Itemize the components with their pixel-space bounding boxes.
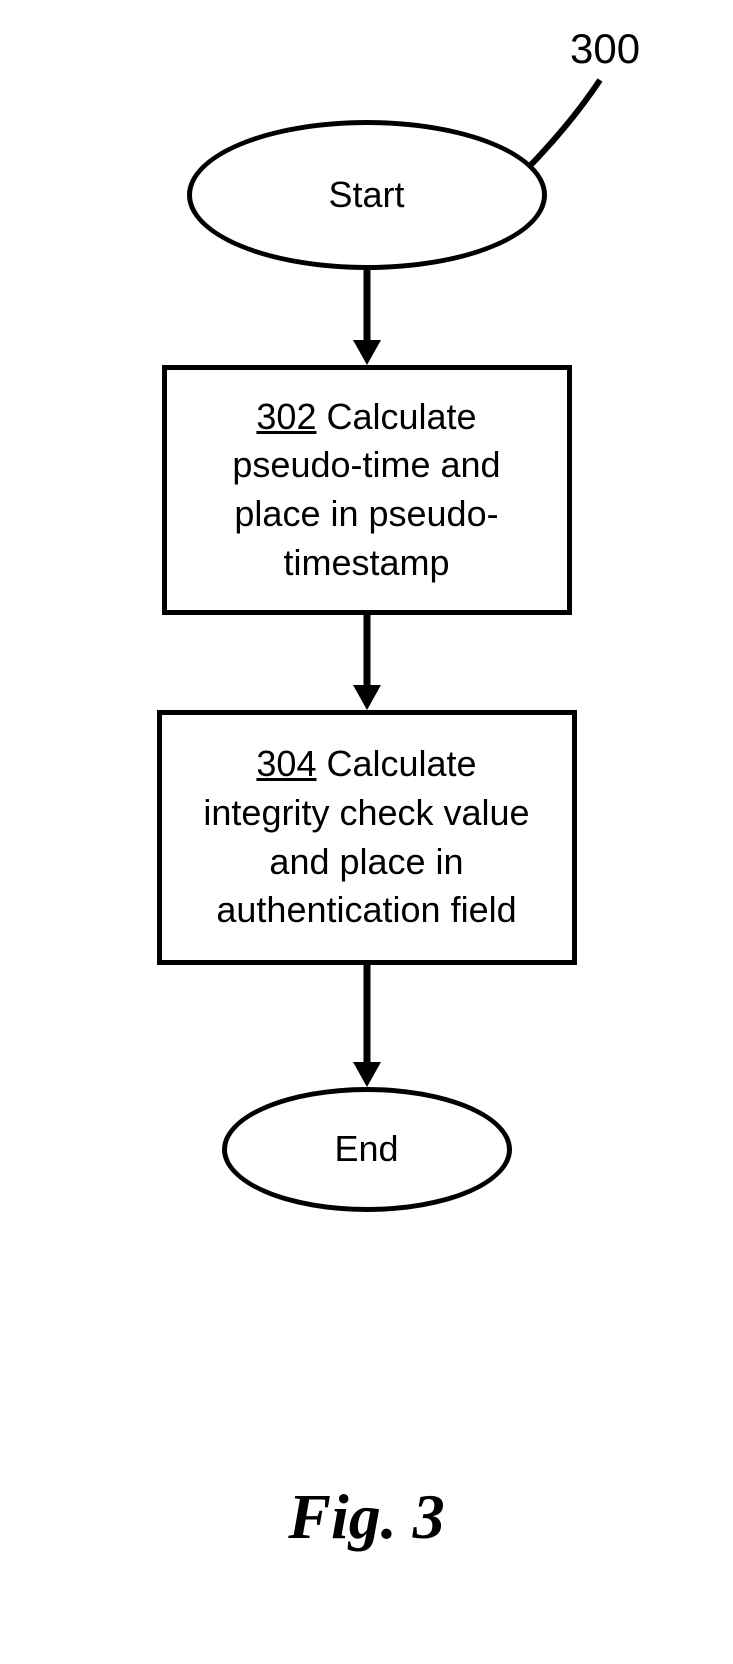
figure-caption: Fig. 3: [288, 1480, 444, 1554]
process-304-text: 304 Calculate integrity check value and …: [192, 740, 542, 934]
end-node: End: [222, 1087, 512, 1212]
flowchart-container: Start 302 Calculate pseudo-time and plac…: [157, 120, 577, 1212]
end-label: End: [334, 1125, 398, 1174]
step-num-304: 304: [256, 743, 316, 784]
process-302: 302 Calculate pseudo-time and place in p…: [162, 365, 572, 615]
arrow-1: [347, 270, 387, 365]
arrow-3: [347, 965, 387, 1087]
step-num-302: 302: [256, 396, 316, 437]
start-label: Start: [328, 171, 404, 220]
process-304: 304 Calculate integrity check value and …: [157, 710, 577, 965]
step-304-body: Calculate integrity check value and plac…: [203, 743, 529, 930]
start-node: Start: [187, 120, 547, 270]
process-302-text: 302 Calculate pseudo-time and place in p…: [197, 393, 537, 587]
arrow-2: [347, 615, 387, 710]
